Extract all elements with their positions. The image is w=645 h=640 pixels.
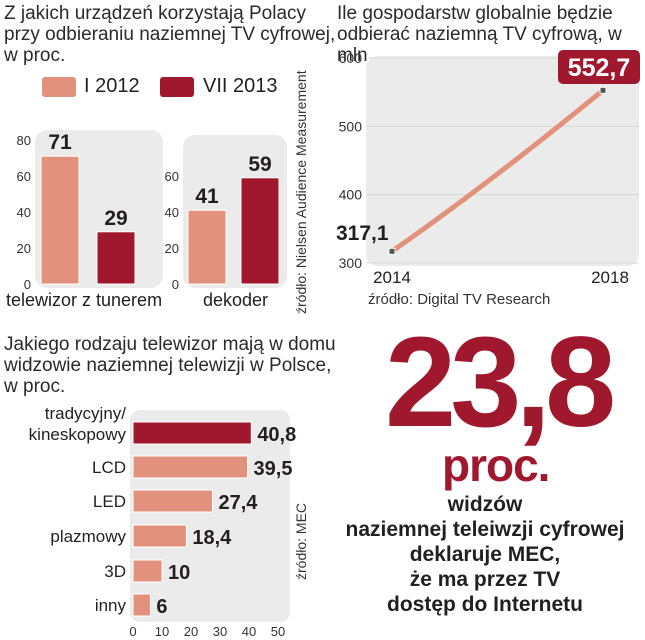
data-label: 59 bbox=[248, 153, 271, 176]
category-label: plazmowy bbox=[50, 527, 126, 546]
statement-line: naziemnej teleiwzji cyfrowej bbox=[345, 518, 625, 541]
data-label: 29 bbox=[104, 207, 127, 230]
bar bbox=[187, 209, 227, 285]
data-label-badge bbox=[558, 50, 640, 84]
data-label: 27,4 bbox=[218, 492, 258, 514]
x-tick-label: 40 bbox=[242, 624, 256, 639]
chart2-title-line: Ile gospodarstw globalnie będzie bbox=[337, 3, 613, 24]
data-label: 39,5 bbox=[254, 458, 293, 480]
chart3-title-line: widzowie naziemnej telewizji w Polsce, bbox=[4, 355, 332, 376]
chart2-title-line: odbierać naziemną TV cyfrową, w mln bbox=[337, 24, 622, 66]
legend-label-2013: VII 2013 bbox=[203, 75, 278, 97]
chart1-title-line: przy odbieraniu naziemnej TV cyfrowej, bbox=[4, 24, 336, 45]
data-label: 40,8 bbox=[257, 424, 296, 446]
highlight-unit: proc. bbox=[442, 439, 550, 491]
data-point bbox=[599, 86, 607, 94]
statement-line: dostęp do Internetu bbox=[387, 593, 583, 616]
bar bbox=[132, 524, 187, 548]
bar bbox=[132, 593, 151, 617]
category-label: kineskopowy bbox=[29, 425, 127, 444]
data-label: 6 bbox=[156, 596, 167, 618]
statement-line: deklaruje MEC, bbox=[409, 543, 561, 566]
chart1-source: źródło: Nielsen Audience Measurement bbox=[293, 70, 309, 314]
data-label: 41 bbox=[195, 185, 219, 208]
chart3-title-line: w proc. bbox=[4, 376, 66, 397]
chart2-panel bbox=[366, 56, 639, 266]
bar bbox=[132, 559, 163, 583]
x-tick-label: 2018 bbox=[591, 268, 629, 287]
y-tick-label: 500 bbox=[339, 118, 363, 134]
y-tick-label: 60 bbox=[17, 169, 31, 184]
highlight-number: 23,8 bbox=[385, 311, 616, 454]
legend-swatch-2013 bbox=[160, 77, 194, 97]
chart2-title: Ile gospodarstw globalnie będzie odbiera… bbox=[337, 3, 645, 66]
category-label: inny bbox=[95, 596, 127, 615]
y-tick-label: 0 bbox=[24, 277, 31, 292]
category-label: telewizor z tunerem bbox=[6, 290, 162, 310]
category-label: 3D bbox=[104, 562, 126, 581]
legend-label-2012: I 2012 bbox=[84, 75, 140, 97]
bar bbox=[40, 155, 80, 285]
chart1-title: Z jakich urządzeń korzystają Polacy przy… bbox=[4, 3, 335, 66]
bar bbox=[132, 455, 249, 479]
category-label: LCD bbox=[92, 458, 126, 477]
statement-line: że ma przez TV bbox=[409, 568, 561, 591]
chart2-plot: 300 400 500 600 317,1 552,7 2014 2018 bbox=[336, 50, 640, 287]
data-label: 18,4 bbox=[192, 527, 232, 549]
category-label: LED bbox=[93, 492, 126, 511]
data-label: 10 bbox=[168, 562, 190, 584]
y-tick-label: 20 bbox=[17, 241, 31, 256]
bar bbox=[132, 421, 252, 445]
x-tick-label: 50 bbox=[271, 624, 285, 639]
y-tick-label: 20 bbox=[165, 241, 179, 256]
x-tick-label: 30 bbox=[213, 624, 227, 639]
series-line bbox=[389, 87, 606, 254]
chart3-plot: 40,8 tradycyjny/kineskopowy 39,5 LCD 27,4 LED… bbox=[29, 404, 297, 639]
y-tick-label: 40 bbox=[17, 205, 31, 220]
chart1-title-line: Z jakich urządzeń korzystają Polacy bbox=[4, 3, 307, 24]
y-tick-label: 80 bbox=[17, 133, 31, 148]
y-tick-label: 300 bbox=[339, 255, 363, 271]
y-tick-label: 60 bbox=[165, 169, 179, 184]
chart1-title-line: w proc. bbox=[4, 45, 66, 66]
data-label: 317,1 bbox=[336, 222, 389, 245]
bar bbox=[96, 231, 136, 285]
data-point bbox=[388, 247, 396, 255]
data-label: 71 bbox=[48, 131, 72, 154]
x-tick-label: 2014 bbox=[373, 268, 411, 287]
chart3-title: Jakiego rodzaju telewizor mają w domu wi… bbox=[4, 334, 336, 397]
x-tick-label: 0 bbox=[129, 624, 136, 639]
chart2-source: źródło: Digital TV Research bbox=[368, 291, 551, 308]
bar bbox=[132, 489, 213, 513]
chart3-source: źródło: MEC bbox=[293, 502, 309, 580]
category-label: tradycyjny/ bbox=[45, 404, 127, 423]
y-tick-label: 400 bbox=[339, 187, 363, 203]
legend-swatch-2012 bbox=[42, 77, 76, 97]
x-tick-label: 20 bbox=[184, 624, 198, 639]
y-tick-label: 600 bbox=[339, 50, 363, 66]
bar bbox=[240, 177, 280, 285]
statement-line: widzów bbox=[447, 493, 523, 516]
highlight-statement: widzów naziemnej teleiwzji cyfrowej dekl… bbox=[330, 492, 640, 617]
y-tick-label: 40 bbox=[165, 205, 179, 220]
chart3-title-line: Jakiego rodzaju telewizor mają w domu bbox=[4, 334, 336, 355]
x-tick-label: 10 bbox=[155, 624, 169, 639]
category-label: dekoder bbox=[203, 290, 268, 310]
chart3-panel bbox=[130, 410, 290, 622]
data-label: 552,7 bbox=[568, 54, 631, 82]
y-tick-label: 0 bbox=[172, 277, 179, 292]
